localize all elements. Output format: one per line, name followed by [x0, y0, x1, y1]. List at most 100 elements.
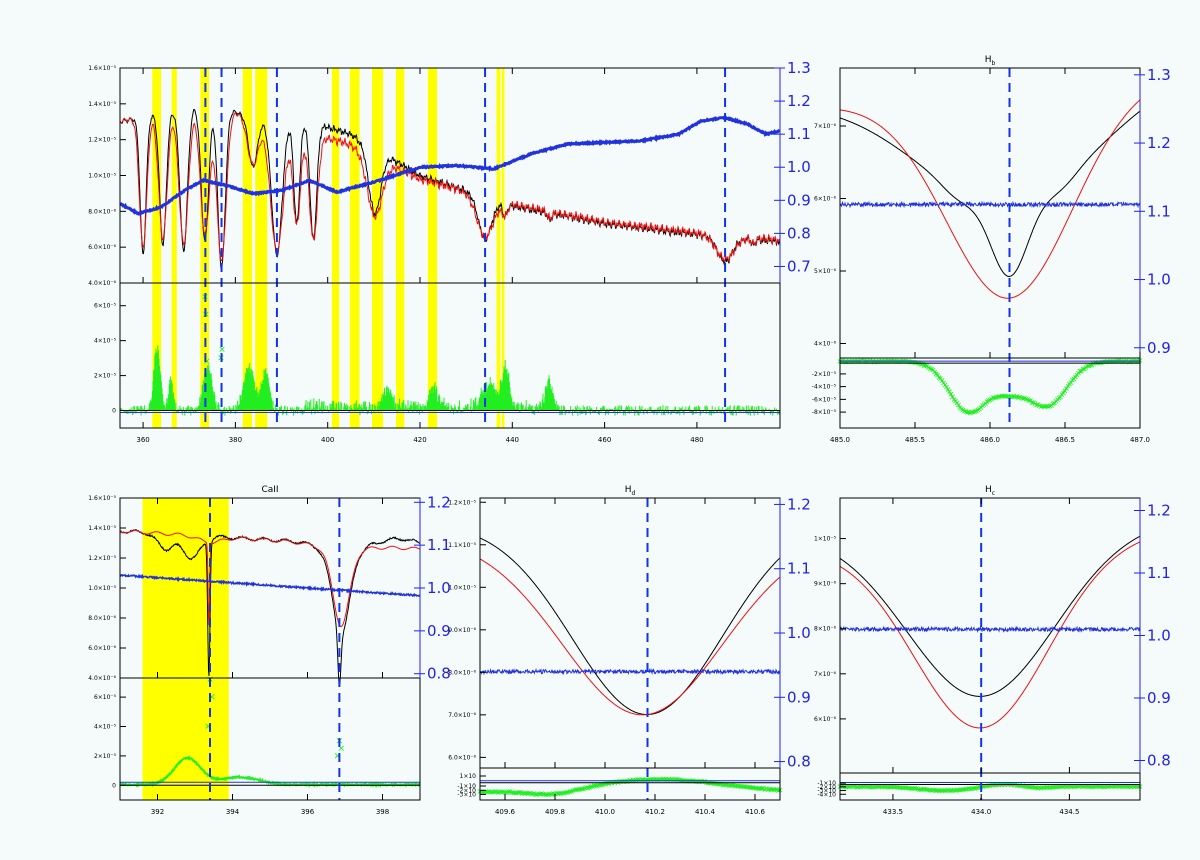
ratio-curve — [119, 573, 421, 598]
left-tick-label: 8.0×10⁻⁶ — [88, 208, 116, 215]
observed-spectrum — [479, 537, 781, 716]
resid-tick-label: 4×10⁻⁵ — [94, 724, 117, 731]
yellow-band — [242, 68, 252, 428]
resid-tick-label: 0 — [112, 782, 116, 789]
left-tick-label: 8.0×10⁻⁶ — [448, 669, 476, 676]
panel-title: Hc — [985, 485, 995, 497]
bottom-tick-label: 433.5 — [883, 808, 903, 816]
left-tick-label: 4×10⁻⁶ — [814, 341, 837, 348]
left-tick-label: 1.1×10⁻⁵ — [448, 542, 476, 549]
left-tick-label: 4.0×10⁻⁶ — [88, 675, 116, 682]
bottom-tick-label: 485.0 — [830, 436, 850, 444]
resid-tick-label: 6×10⁻⁵ — [94, 303, 117, 310]
panel-title-subscript: c — [992, 490, 995, 497]
right-tick-label: 1.0 — [427, 579, 451, 597]
model-spectrum — [119, 529, 421, 628]
bottom-tick-label: 392 — [151, 808, 164, 816]
resid-tick-label: -6×10⁻⁵ — [812, 396, 837, 403]
left-tick-label: 1.2×10⁻⁵ — [88, 137, 116, 144]
resid-tick-label: 2×10⁻⁵ — [94, 373, 117, 380]
plot-frame — [839, 497, 1141, 801]
panel-title: Hd — [625, 485, 636, 497]
bottom-tick-label: 400 — [321, 436, 334, 444]
bottom-tick-label: 410.6 — [745, 808, 766, 816]
yellow-band — [372, 68, 384, 428]
panel-title: CaII — [261, 485, 278, 495]
bottom-tick-label: 410.4 — [695, 808, 716, 816]
yellow-band — [255, 68, 268, 428]
right-tick-label: 1.0 — [1147, 271, 1171, 289]
observed-spectrum — [839, 535, 1141, 697]
yellow-band — [171, 68, 177, 428]
right-tick-label: 1.2 — [1147, 134, 1171, 152]
right-tick-label: 1.0 — [787, 158, 811, 176]
left-tick-label: 1×10⁻⁵ — [814, 536, 837, 543]
right-tick-label: 1.0 — [787, 624, 811, 642]
resid-tick-label: -1×10 — [817, 780, 836, 787]
bottom-tick-label: 434.5 — [1059, 808, 1079, 816]
resid-tick-label: 1×10 — [460, 773, 477, 780]
left-tick-label: 6.0×10⁻⁶ — [88, 244, 116, 251]
left-tick-label: 7.0×10⁻⁶ — [448, 712, 476, 719]
left-tick-label: 7×10⁻⁶ — [814, 671, 837, 678]
ratio-curve — [839, 200, 1141, 209]
resid-tick-label: -4×10 — [817, 791, 836, 798]
residual-line — [840, 783, 1141, 793]
cross-marker: ✕ — [208, 693, 216, 703]
ratio-curve — [479, 667, 781, 676]
cross-marker: ✕ — [218, 345, 226, 355]
left-tick-label: 6.0×10⁻⁶ — [88, 645, 116, 652]
plot-frame — [479, 497, 781, 801]
right-tick-label: 0.9 — [787, 191, 811, 209]
resid-tick-label: -2×10 — [817, 784, 836, 791]
left-tick-label: 1.6×10⁻⁵ — [88, 495, 116, 502]
left-tick-label: 1.0×10⁻⁵ — [88, 173, 116, 180]
right-tick-label: 1.1 — [787, 560, 811, 578]
left-tick-label: 1.0×10⁻⁵ — [88, 585, 116, 592]
yellow-band — [142, 498, 229, 800]
left-tick-label: 8×10⁻⁶ — [814, 626, 837, 633]
right-tick-label: 1.3 — [1147, 66, 1171, 84]
model-spectrum — [479, 558, 781, 716]
bottom-tick-label: 480 — [690, 436, 703, 444]
left-tick-label: 1.2×10⁻⁵ — [448, 499, 476, 506]
resid-tick-label: -2×10⁻⁵ — [812, 371, 837, 378]
yellow-band — [152, 68, 162, 428]
observed-spectrum — [839, 110, 1141, 277]
resid-tick-label: -1×10 — [457, 783, 476, 790]
right-tick-label: 0.9 — [787, 688, 811, 706]
left-tick-label: 6×10⁻⁶ — [814, 716, 837, 723]
residual-series: ✕✕✕✕✕✕✕✕✕✕✕✕✕✕✕✕✕✕✕✕✕✕✕✕✕✕✕✕✕✕✕✕✕✕✕✕✕✕✕✕… — [837, 357, 1144, 419]
panel-title-subscript: b — [991, 60, 995, 67]
bottom-tick-label: 398 — [376, 808, 389, 816]
bottom-tick-label: 487.0 — [1130, 436, 1150, 444]
right-tick-label: 1.2 — [787, 92, 811, 110]
left-tick-label: 7×10⁻⁶ — [814, 123, 837, 130]
bottom-tick-label: 485.5 — [905, 436, 925, 444]
right-tick-label: 0.8 — [787, 753, 811, 771]
panel-caii: ✕✕✕✕✕✕1.6×10⁻⁵1.4×10⁻⁵1.2×10⁻⁵1.0×10⁻⁵8.… — [88, 485, 451, 816]
bottom-tick-label: 420 — [413, 436, 426, 444]
cross-marker: ✕ — [337, 745, 345, 755]
resid-tick-label: 6×10⁻⁵ — [94, 694, 117, 701]
bottom-tick-label: 434.0 — [971, 808, 991, 816]
bottom-tick-label: 394 — [226, 808, 240, 816]
model-spectrum — [839, 541, 1141, 729]
bottom-tick-label: 396 — [301, 808, 315, 816]
cross-marker: ✕ — [203, 358, 211, 368]
ratio-curve — [839, 625, 1141, 633]
resid-tick-label: -8×10⁻⁵ — [812, 409, 837, 416]
resid-tick-label: -4×10⁻⁵ — [812, 384, 837, 391]
left-tick-label: 8.0×10⁻⁶ — [88, 615, 116, 622]
resid-tick-label: -2×10 — [457, 787, 476, 794]
bottom-tick-label: 380 — [229, 436, 242, 444]
bottom-tick-label: 410.2 — [645, 808, 665, 816]
right-tick-label: 1.2 — [787, 495, 811, 513]
model-spectrum — [839, 99, 1141, 299]
left-tick-label: 1.6×10⁻⁵ — [88, 65, 116, 72]
right-tick-label: 0.9 — [427, 622, 451, 640]
residual-series: ✕✕✕✕✕✕✕✕✕✕✕✕✕✕✕✕✕✕✕✕✕✕✕✕✕✕✕✕✕✕✕✕✕✕✕✕✕✕✕✕… — [477, 775, 784, 800]
panel-title-subscript: d — [631, 490, 635, 497]
resid-tick-label: 0 — [112, 408, 116, 415]
